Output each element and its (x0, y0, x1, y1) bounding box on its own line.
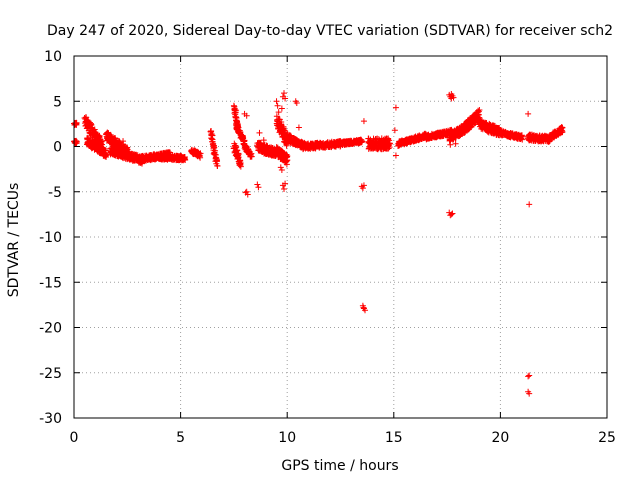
data-point (392, 152, 399, 159)
data-point (391, 127, 398, 134)
axis-ticks (73, 55, 608, 419)
data-point (278, 167, 285, 174)
data-point (277, 164, 284, 171)
y-tick-label: 5 (53, 94, 62, 110)
data-point (73, 138, 80, 145)
data-point (526, 201, 533, 208)
data-point (254, 181, 261, 188)
y-tick-label: 10 (44, 49, 62, 65)
y-tick-labels: -30 -25 -20 -15 -10 -5 0 5 10 (39, 49, 62, 427)
data-point (278, 105, 285, 112)
data-point (281, 186, 288, 193)
data-point (96, 133, 103, 140)
chart-title: Day 247 of 2020, Sidereal Day-to-day VTE… (47, 23, 613, 39)
data-point (284, 157, 291, 164)
data-point (526, 372, 533, 379)
data-point (103, 152, 110, 159)
data-point (197, 150, 204, 157)
data-point (248, 153, 255, 160)
data-point (243, 188, 250, 195)
y-tick-label: -10 (39, 230, 62, 246)
x-tick-label: 5 (176, 430, 185, 446)
x-tick-label: 10 (278, 430, 296, 446)
data-point (256, 129, 263, 136)
data-point (360, 118, 367, 125)
x-tick-label: 20 (491, 430, 509, 446)
x-tick-label: 15 (385, 430, 403, 446)
x-tick-label: 0 (70, 430, 79, 446)
data-point (274, 102, 281, 109)
y-tick-label: 0 (53, 140, 62, 156)
data-point (392, 104, 399, 111)
data-point (525, 110, 532, 117)
data-point (214, 157, 221, 164)
data-point (447, 141, 454, 148)
data-point (281, 90, 288, 97)
data-point (273, 98, 280, 105)
data-point (214, 163, 221, 170)
grid-lines (74, 56, 607, 418)
data-points (71, 90, 566, 397)
y-axis-label: SDTVAR / TECUs (6, 183, 22, 298)
x-tick-label: 25 (598, 430, 616, 446)
data-point (255, 184, 262, 191)
data-point (88, 122, 95, 129)
data-point (295, 124, 302, 131)
x-tick-labels: 0 5 10 15 20 25 (70, 430, 616, 446)
y-tick-label: -5 (48, 185, 62, 201)
data-point (525, 373, 532, 380)
data-point (282, 127, 289, 134)
data-point (182, 157, 189, 164)
plot-frame (73, 55, 608, 419)
data-point (237, 163, 244, 170)
y-tick-label: -30 (39, 411, 62, 427)
y-tick-label: -20 (39, 321, 62, 337)
y-tick-label: -15 (39, 275, 62, 291)
y-tick-label: -25 (39, 366, 62, 382)
x-axis-label: GPS time / hours (281, 458, 398, 474)
